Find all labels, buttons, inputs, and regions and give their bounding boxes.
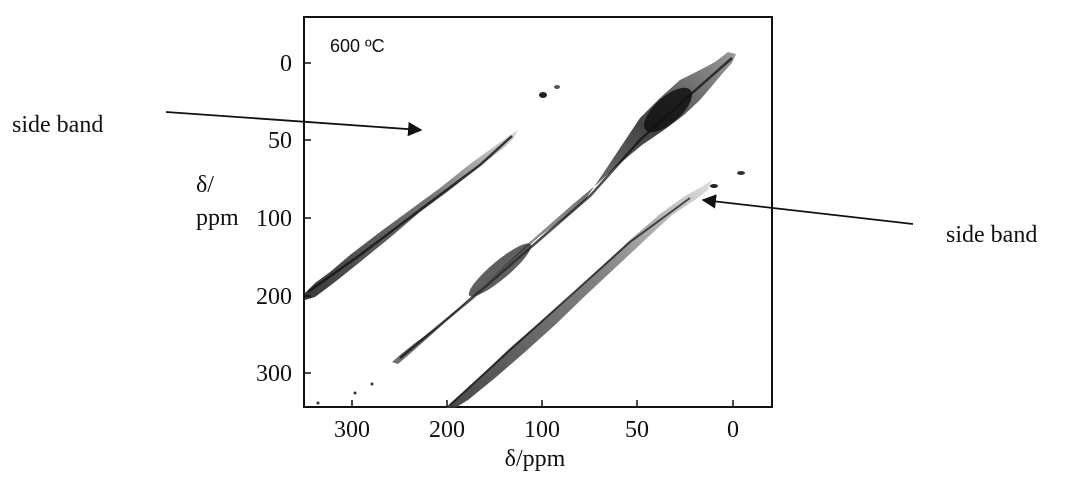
y-tick-label: 200: [256, 284, 292, 310]
main-diagonal-trace-2: [353, 391, 357, 395]
x-tick-label: 300: [334, 417, 370, 443]
lower-side-band-ridge: [445, 180, 712, 408]
y-tick-label: 100: [256, 206, 292, 232]
x-tick-label: 100: [524, 417, 560, 443]
main-diagonal-trace-1: [370, 382, 374, 386]
y-tick-label: 300: [256, 361, 292, 387]
y-axis-title-line-1: δ/: [196, 172, 214, 198]
x-tick-label: 0: [727, 417, 739, 443]
upper-side-band-dot-2: [554, 85, 560, 89]
upper-side-band-dot: [539, 92, 547, 98]
x-tick-label: 50: [625, 417, 649, 443]
main-diagonal-trace-3: [316, 401, 320, 405]
x-tick-label: 200: [429, 417, 465, 443]
x-axis: 300 200 100 50 0: [334, 400, 739, 443]
lower-side-band-core: [449, 197, 691, 406]
annotation-side-band-right: side band: [946, 222, 1037, 248]
y-tick-label: 0: [280, 51, 292, 77]
x-axis-title: δ/ppm: [505, 446, 566, 472]
chart-title: 600 ºC: [330, 36, 385, 56]
annotation-arrow-right: [701, 194, 914, 225]
lower-side-band-dot: [710, 184, 718, 188]
main-diagonal-hotspot-2: [468, 243, 532, 297]
y-axis: 0 50 100 200 300: [256, 51, 311, 387]
contour-ridges: [305, 52, 745, 408]
y-axis-title-line-2: ppm: [196, 205, 239, 231]
annotation-side-band-left: side band: [12, 112, 103, 138]
upper-side-band-core: [307, 135, 513, 294]
annotation-arrow-left: [165, 111, 423, 137]
main-diagonal-hotspot: [644, 87, 692, 133]
y-tick-label: 50: [268, 128, 292, 154]
lower-side-band-dot-2: [737, 171, 745, 175]
